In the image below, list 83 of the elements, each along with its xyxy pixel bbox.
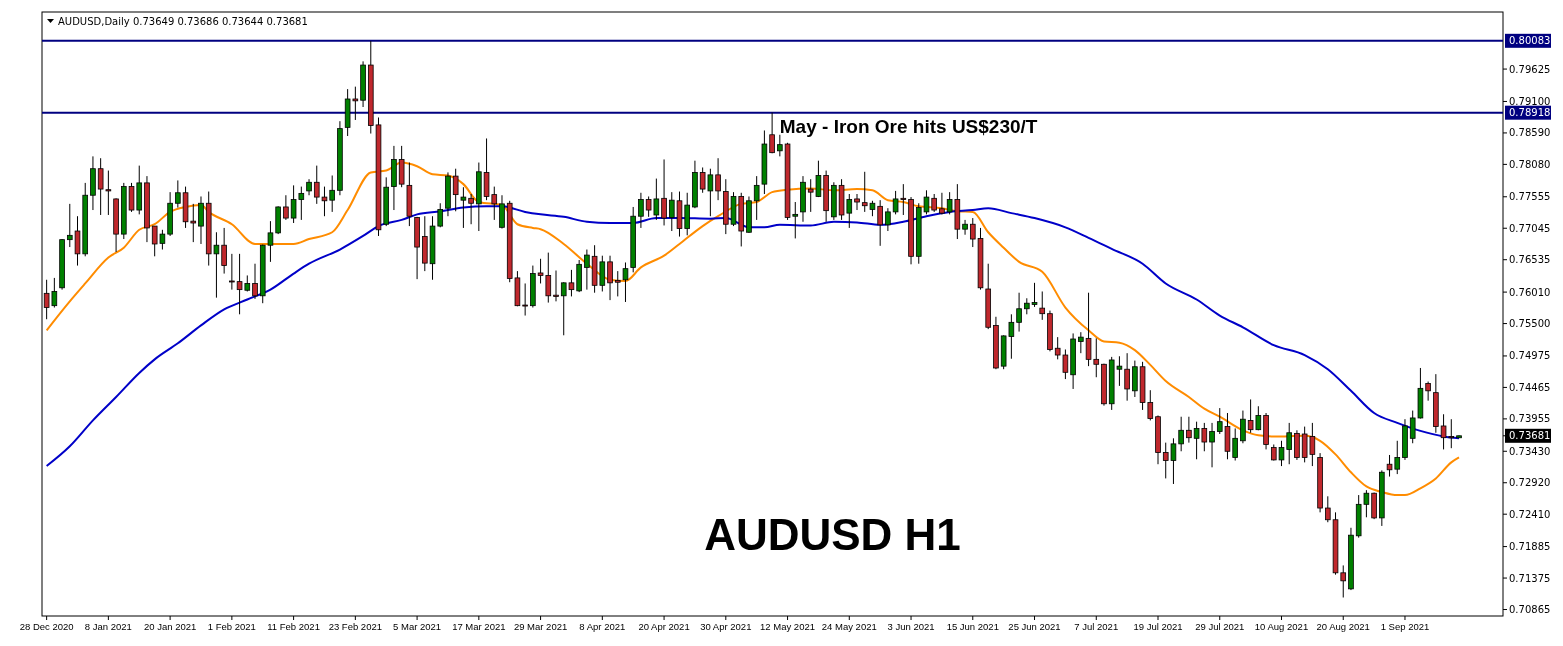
x-tick-label: 17 Mar 2021 xyxy=(452,621,506,632)
y-tick-label: 0.73430 xyxy=(1509,445,1551,457)
y-tick-label: 0.73681 xyxy=(1509,430,1551,442)
candlestick xyxy=(1425,381,1431,402)
x-tick-label: 20 Apr 2021 xyxy=(638,621,690,632)
candlestick xyxy=(460,186,467,229)
candlestick xyxy=(854,193,860,211)
candlestick xyxy=(522,282,528,317)
y-tick-label: 0.79625 xyxy=(1509,63,1551,75)
candlestick xyxy=(622,261,629,303)
candlestick xyxy=(638,192,644,229)
candlestick xyxy=(661,158,667,226)
candlestick xyxy=(777,134,783,157)
candlestick xyxy=(553,270,559,302)
candlestick xyxy=(283,194,289,221)
x-tick-label: 25 Jun 2021 xyxy=(1008,621,1061,632)
chart-title: AUDUSD,Daily 0.73649 0.73686 0.73644 0.73681 xyxy=(58,16,308,27)
y-tick-label: 0.71375 xyxy=(1509,572,1551,584)
y-tick-label: 0.78080 xyxy=(1509,158,1551,170)
candlestick xyxy=(1124,352,1130,402)
candlestick xyxy=(607,255,613,301)
annotation: May - Iron Ore hits US$230/T xyxy=(779,115,1038,137)
x-tick-label: 5 Mar 2021 xyxy=(393,621,442,632)
candlestick xyxy=(1240,410,1246,444)
y-tick-label: 0.72410 xyxy=(1509,508,1551,520)
candlestick xyxy=(499,194,505,230)
x-tick-label: 29 Jul 2021 xyxy=(1195,621,1245,632)
x-tick-label: 11 Feb 2021 xyxy=(267,621,320,632)
x-tick-label: 28 Dec 2020 xyxy=(19,621,74,632)
x-tick-label: 29 Mar 2021 xyxy=(513,621,568,632)
y-tick-label: 0.73955 xyxy=(1509,413,1551,425)
candlestick xyxy=(1078,331,1084,354)
y-tick-label: 0.74465 xyxy=(1509,381,1551,393)
y-tick-label: 0.76535 xyxy=(1509,254,1551,266)
x-tick-label: 3 Jun 2021 xyxy=(887,621,935,632)
y-tick-label: 0.76010 xyxy=(1509,286,1551,298)
x-tick-label: 8 Jan 2021 xyxy=(84,621,132,632)
candlestick xyxy=(1016,292,1022,333)
candlestick xyxy=(252,263,258,300)
candlestick xyxy=(885,207,891,232)
y-tick-label: 0.70865 xyxy=(1509,604,1551,616)
candlestick xyxy=(614,270,621,297)
candlestick xyxy=(175,179,181,209)
candlestick xyxy=(753,175,760,221)
candlestick xyxy=(584,249,590,291)
y-tick-label: 0.72920 xyxy=(1509,477,1551,489)
candlestick xyxy=(1039,290,1046,321)
x-tick-label: 20 Aug 2021 xyxy=(1316,621,1370,632)
y-tick-label: 0.75500 xyxy=(1509,318,1551,330)
candlestick xyxy=(877,199,883,247)
candlestick xyxy=(1209,422,1215,468)
y-tick-label: 0.77555 xyxy=(1509,191,1551,203)
ref-line-label: 0.78918 xyxy=(1509,107,1551,119)
candlestick xyxy=(221,227,227,275)
x-tick-label: 15 Jun 2021 xyxy=(946,621,999,632)
candlestick xyxy=(468,193,474,225)
candlestick xyxy=(1186,416,1192,444)
line-series xyxy=(45,161,1461,497)
x-tick-label: 30 Apr 2021 xyxy=(700,621,752,632)
candlestick xyxy=(769,112,775,154)
candlestick xyxy=(962,219,968,236)
x-tick-label: 19 Jul 2021 xyxy=(1133,621,1183,632)
y-tick-label: 0.77045 xyxy=(1509,222,1551,234)
y-tick-label: 0.78590 xyxy=(1509,127,1551,139)
y-tick-label: 0.74975 xyxy=(1509,350,1551,362)
ref-line-label: 0.80083 xyxy=(1509,35,1551,47)
candlestick xyxy=(452,168,459,212)
x-tick-label: 10 Aug 2021 xyxy=(1254,621,1309,632)
candlestick xyxy=(198,195,204,245)
annotation: AUDUSD H1 xyxy=(704,509,961,559)
x-tick-label: 7 Jul 2021 xyxy=(1074,621,1119,632)
candlestick xyxy=(1178,416,1184,452)
x-tick-label: 24 May 2021 xyxy=(821,621,877,632)
x-tick-label: 20 Jan 2021 xyxy=(143,621,197,632)
x-tick-label: 1 Feb 2021 xyxy=(207,621,256,632)
candlestick xyxy=(229,253,235,291)
x-tick-label: 23 Feb 2021 xyxy=(328,621,383,632)
y-tick-label: 0.79100 xyxy=(1509,95,1551,107)
x-tick-label: 1 Sep 2021 xyxy=(1380,621,1430,632)
y-tick-label: 0.71885 xyxy=(1509,541,1551,553)
x-tick-label: 8 Apr 2021 xyxy=(579,621,626,632)
x-tick-label: 12 May 2021 xyxy=(760,621,816,632)
candlestick xyxy=(715,157,721,201)
